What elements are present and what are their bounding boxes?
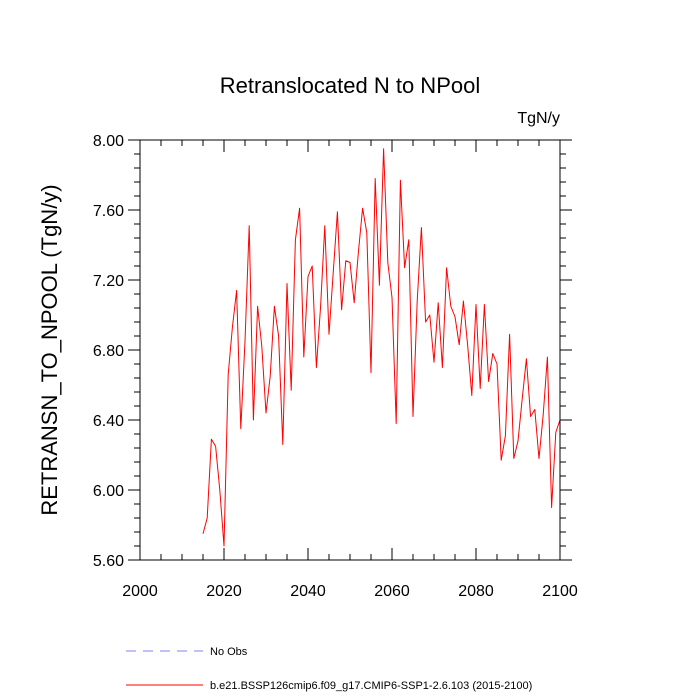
y-tick-label: 6.00 <box>93 483 124 500</box>
x-tick-label: 2000 <box>122 583 158 600</box>
x-tick-label: 2040 <box>290 583 326 600</box>
y-tick-label: 5.60 <box>93 553 124 570</box>
legend-label-model: b.e21.BSSP126cmip6.f09_g17.CMIP6-SSP1-2.… <box>210 680 532 692</box>
y-tick-label: 7.20 <box>93 273 124 290</box>
legend-label-no-obs: No Obs <box>210 646 248 658</box>
units-label: TgN/y <box>517 110 560 127</box>
y-tick-label: 8.00 <box>93 133 124 150</box>
axis-ticks <box>128 139 572 561</box>
y-tick-label: 6.40 <box>93 413 124 430</box>
x-tick-label: 2020 <box>206 583 242 600</box>
plot-frame <box>139 139 561 561</box>
x-tick-label: 2060 <box>374 583 410 600</box>
chart-title: Retranslocated N to NPool <box>220 73 480 98</box>
y-tick-label: 7.60 <box>93 203 124 220</box>
y-tick-label: 6.80 <box>93 343 124 360</box>
y-axis-label: RETRANSN_TO_NPOOL (TgN/y) <box>37 184 62 515</box>
x-tick-label: 2080 <box>458 583 494 600</box>
series-line <box>202 148 561 547</box>
axis-tick-labels: 2000 2020 2040 2060 2080 2100 5.60 6.00 6.40 6.80… <box>93 133 578 600</box>
x-tick-label: 2100 <box>542 583 578 600</box>
data-series <box>202 148 561 547</box>
legend: No Obs b.e21.BSSP126cmip6.f09_g17.CMIP6-… <box>126 646 532 692</box>
